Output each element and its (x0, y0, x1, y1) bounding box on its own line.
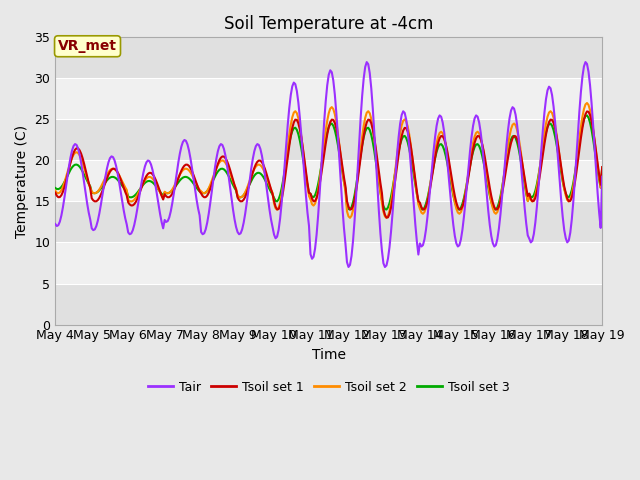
Tsoil set 1 (533, 190, 541, 195)
Tsoil set 2 (363, 110, 371, 116)
Tsoil set 1 (583, 108, 591, 114)
Line: Tsoil set 2: Tsoil set 2 (55, 103, 602, 218)
Bar (55, 202, 602, 242)
Y-axis label: Temperature (C): Temperature (C) (15, 124, 29, 238)
Tsoil set 2 (533, 185, 541, 191)
Legend: Tair, Tsoil set 1, Tsoil set 2, Tsoil set 3: Tair, Tsoil set 1, Tsoil set 2, Tsoil se… (143, 376, 515, 399)
Bar (55, 37, 602, 78)
Tair (381, 264, 388, 270)
Tair (383, 263, 390, 268)
Tsoil set 2 (51, 188, 59, 193)
Tsoil set 1 (395, 152, 403, 157)
Tsoil set 3 (153, 185, 161, 191)
Tair (363, 59, 371, 65)
Tsoil set 1 (383, 215, 390, 220)
Tsoil set 2 (67, 159, 74, 165)
Line: Tsoil set 3: Tsoil set 3 (55, 115, 602, 210)
Tsoil set 1 (51, 190, 59, 195)
Tsoil set 2 (153, 183, 161, 189)
Text: VR_met: VR_met (58, 39, 117, 53)
Tsoil set 3 (67, 167, 74, 173)
Tsoil set 3 (419, 207, 427, 213)
Tair (533, 204, 541, 210)
Tsoil set 1 (363, 120, 371, 125)
Tair (153, 192, 161, 198)
X-axis label: Time: Time (312, 348, 346, 362)
Tsoil set 2 (395, 140, 403, 146)
Tsoil set 1 (67, 160, 74, 166)
Bar (55, 160, 602, 202)
Tair (598, 174, 606, 180)
Tsoil set 2 (383, 215, 390, 221)
Bar (55, 284, 602, 324)
Bar (55, 242, 602, 284)
Tsoil set 1 (153, 180, 161, 186)
Tsoil set 3 (533, 181, 541, 187)
Tsoil set 3 (363, 125, 371, 131)
Tair (67, 155, 74, 160)
Tsoil set 2 (583, 100, 591, 106)
Bar (55, 120, 602, 160)
Tsoil set 3 (583, 112, 591, 118)
Bar (55, 78, 602, 120)
Tair (395, 134, 403, 140)
Tair (51, 221, 59, 227)
Line: Tsoil set 1: Tsoil set 1 (55, 111, 602, 217)
Tsoil set 2 (381, 214, 388, 219)
Tair (582, 59, 589, 65)
Tsoil set 3 (51, 185, 59, 191)
Tsoil set 3 (393, 157, 401, 163)
Title: Soil Temperature at -4cm: Soil Temperature at -4cm (224, 15, 433, 33)
Tsoil set 1 (598, 164, 606, 170)
Tsoil set 3 (381, 206, 388, 212)
Line: Tair: Tair (55, 62, 602, 267)
Tsoil set 3 (598, 165, 606, 171)
Tsoil set 1 (381, 212, 388, 218)
Tsoil set 2 (598, 165, 606, 170)
